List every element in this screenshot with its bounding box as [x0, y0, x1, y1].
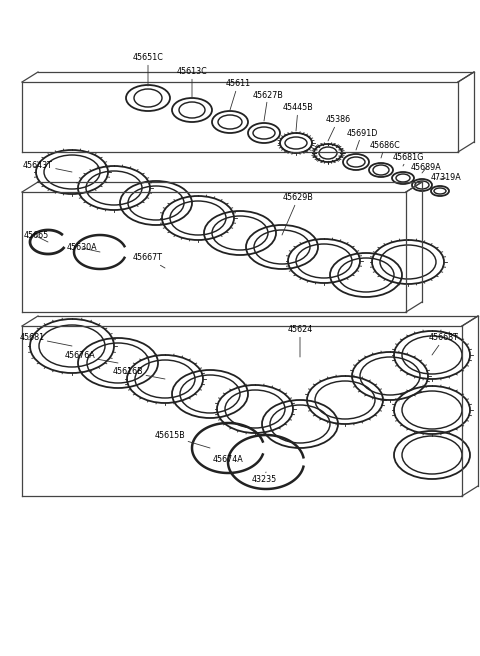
Text: 45386: 45386 [325, 115, 350, 141]
Text: 45630A: 45630A [67, 243, 100, 253]
Text: 45681: 45681 [19, 333, 72, 346]
Text: 45615B: 45615B [155, 432, 210, 448]
Text: 43235: 43235 [252, 472, 276, 485]
Text: 45665: 45665 [24, 232, 48, 242]
Text: 45686C: 45686C [370, 140, 400, 158]
Text: 47319A: 47319A [431, 173, 461, 182]
Text: 45691D: 45691D [346, 129, 378, 150]
Text: 45613C: 45613C [177, 68, 207, 98]
Text: 45616B: 45616B [113, 367, 165, 379]
Text: 45668T: 45668T [429, 333, 459, 355]
Text: 45676A: 45676A [65, 352, 118, 363]
Text: 45681G: 45681G [392, 152, 424, 166]
Text: 45627B: 45627B [252, 91, 283, 121]
Text: 45624: 45624 [288, 325, 312, 357]
Text: 45674A: 45674A [213, 455, 243, 464]
Text: 45651C: 45651C [132, 54, 163, 86]
Text: 45643T: 45643T [23, 161, 72, 172]
Text: 45689A: 45689A [410, 163, 442, 173]
Text: 45611: 45611 [226, 79, 251, 110]
Text: 45445B: 45445B [283, 104, 313, 131]
Text: 45667T: 45667T [133, 253, 165, 268]
Text: 45629B: 45629B [282, 194, 313, 235]
